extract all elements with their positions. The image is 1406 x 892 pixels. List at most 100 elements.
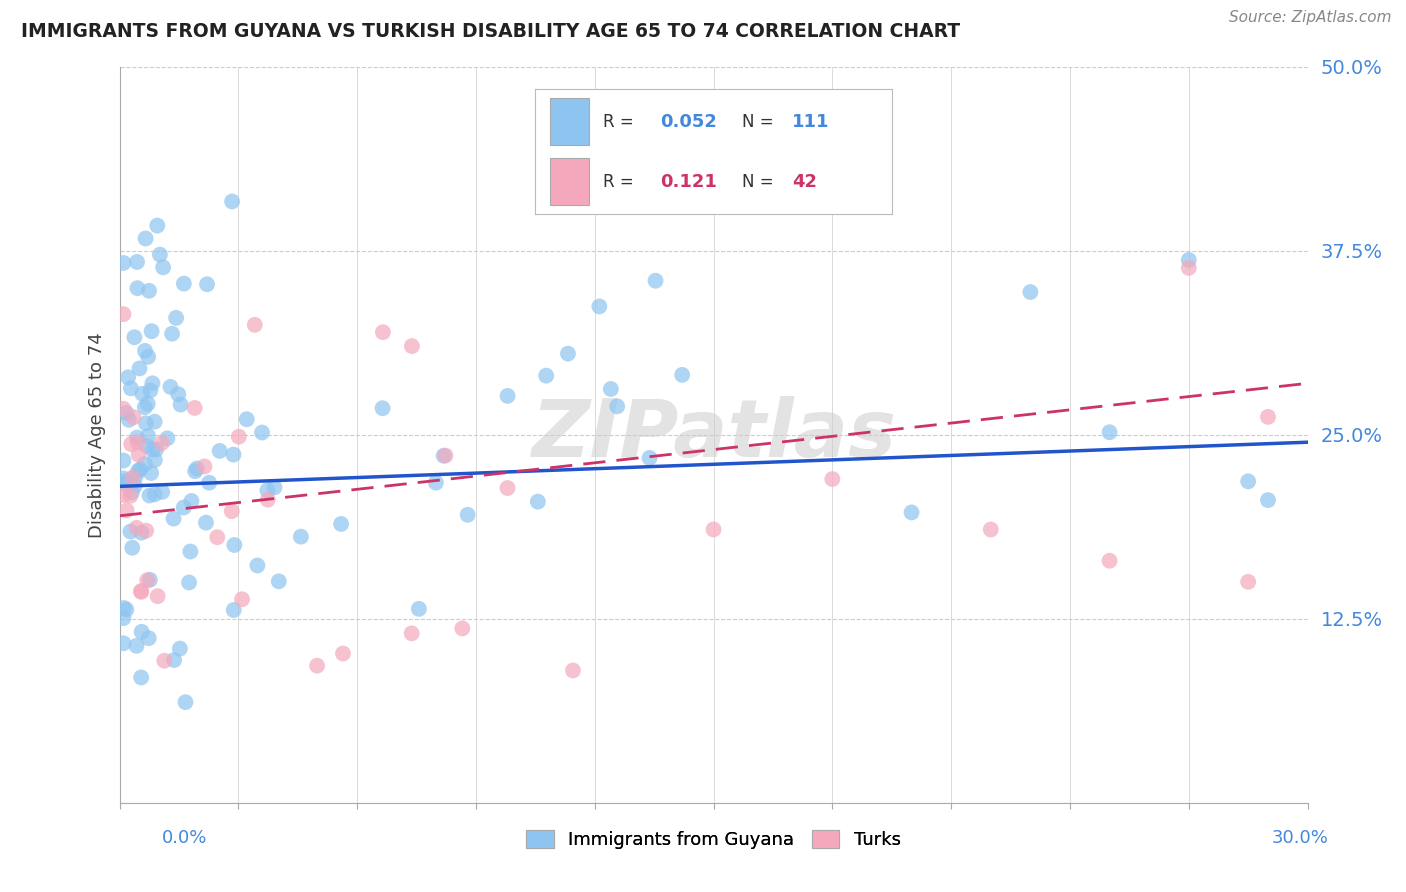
Point <box>128 361 150 376</box>
Point <box>124 469 146 483</box>
Point <box>115 474 138 488</box>
Point <box>193 459 215 474</box>
Point <box>434 449 457 463</box>
Text: ZIPatlas: ZIPatlas <box>531 396 896 474</box>
Point <box>125 521 148 535</box>
Point <box>165 310 187 325</box>
Point <box>401 626 423 640</box>
Point <box>139 466 162 480</box>
Point <box>115 406 138 420</box>
Point <box>235 412 257 426</box>
Point <box>256 492 278 507</box>
Point <box>169 398 191 412</box>
Point <box>195 277 218 292</box>
Point <box>131 624 153 639</box>
Point <box>112 453 135 467</box>
Point <box>112 471 135 485</box>
Point <box>256 483 278 498</box>
Point <box>138 489 160 503</box>
Point <box>124 479 146 493</box>
Point <box>980 523 1002 537</box>
Point <box>222 448 245 462</box>
Point <box>127 281 149 295</box>
Point <box>433 449 456 463</box>
Point <box>120 489 142 503</box>
Point <box>243 318 266 332</box>
Point <box>127 435 149 450</box>
Point <box>221 194 243 209</box>
Point <box>1098 554 1121 568</box>
Point <box>1019 285 1042 299</box>
Point <box>136 439 159 453</box>
Point <box>138 631 160 645</box>
Point <box>134 401 156 415</box>
Text: 0.0%: 0.0% <box>162 829 207 847</box>
Point <box>1257 493 1279 508</box>
Point <box>112 307 135 321</box>
Point <box>671 368 693 382</box>
Point <box>112 401 135 416</box>
Point <box>180 494 202 508</box>
Point <box>267 574 290 589</box>
Point <box>143 453 166 467</box>
Point <box>457 508 479 522</box>
Point <box>228 430 250 444</box>
Point <box>115 603 138 617</box>
Point <box>208 444 231 458</box>
Point <box>173 277 195 291</box>
Point <box>120 437 142 451</box>
Point <box>112 636 135 650</box>
Point <box>150 484 173 499</box>
Point <box>496 481 519 495</box>
Point <box>263 480 285 494</box>
Point <box>1237 475 1260 489</box>
Point <box>121 485 143 500</box>
Point <box>186 461 208 475</box>
Point <box>638 450 661 465</box>
Point <box>152 260 174 275</box>
Point <box>588 300 610 314</box>
Point <box>143 415 166 429</box>
Point <box>290 530 312 544</box>
Point <box>534 368 557 383</box>
Point <box>136 573 159 587</box>
Point <box>115 503 138 517</box>
Point <box>562 664 585 678</box>
Point <box>179 544 201 558</box>
Point <box>125 639 148 653</box>
Point <box>156 431 179 445</box>
Point <box>644 274 666 288</box>
Point <box>173 500 195 515</box>
Point <box>135 417 157 431</box>
Point <box>150 436 173 450</box>
Point <box>408 602 430 616</box>
Point <box>112 601 135 615</box>
Legend: Immigrants from Guyana, Turks: Immigrants from Guyana, Turks <box>519 822 908 856</box>
Point <box>120 381 142 395</box>
Point <box>207 530 229 544</box>
Point <box>1178 252 1201 267</box>
Point <box>703 523 725 537</box>
Point <box>174 695 197 709</box>
Point <box>527 494 550 508</box>
Point <box>134 457 156 471</box>
Point <box>401 339 423 353</box>
Point <box>120 524 142 539</box>
Point <box>557 346 579 360</box>
Point <box>371 325 394 339</box>
Point <box>136 429 159 443</box>
Point <box>117 370 139 384</box>
Point <box>451 621 474 635</box>
Point <box>183 401 205 415</box>
Point <box>112 611 135 625</box>
Point <box>598 193 620 207</box>
Point <box>136 350 159 364</box>
Point <box>821 472 844 486</box>
Point <box>496 389 519 403</box>
Point <box>159 380 181 394</box>
Point <box>224 538 246 552</box>
Point <box>141 324 163 338</box>
Point <box>136 397 159 411</box>
Point <box>246 558 269 573</box>
Point <box>153 654 176 668</box>
